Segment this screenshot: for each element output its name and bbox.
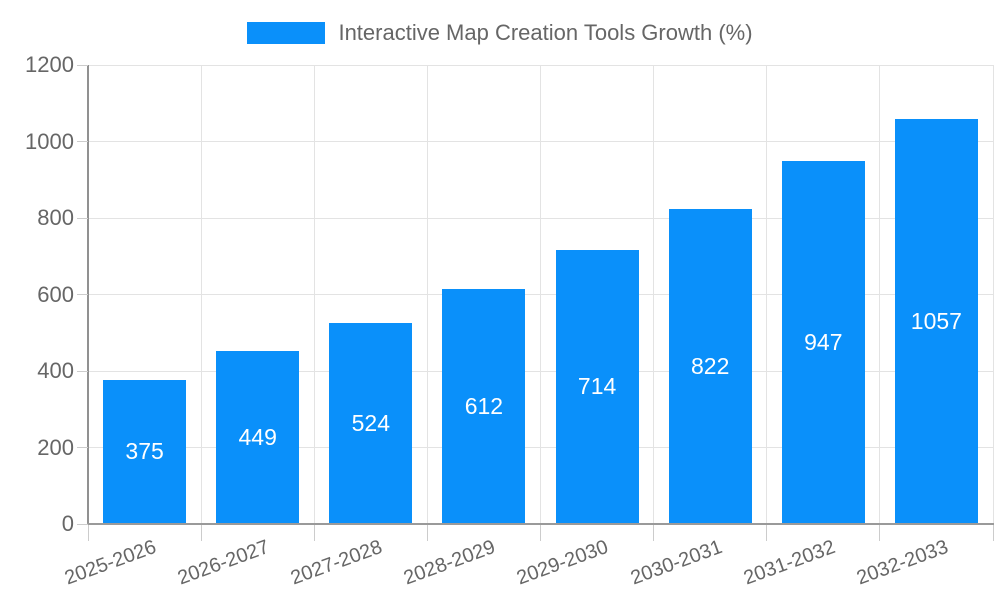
x-gridline bbox=[426, 65, 428, 524]
bar: 449 bbox=[216, 351, 300, 523]
x-gridline bbox=[313, 65, 315, 524]
x-axis-tick bbox=[426, 525, 428, 541]
x-axis-tick-label: 2026-2027 bbox=[174, 536, 273, 590]
legend: Interactive Map Creation Tools Growth (%… bbox=[0, 20, 1000, 46]
bar-value-label: 612 bbox=[464, 392, 504, 419]
x-axis-tick-label: 2031-2032 bbox=[740, 536, 838, 590]
x-axis-line bbox=[87, 523, 994, 525]
bar-value-label: 1057 bbox=[910, 307, 962, 334]
y-axis-tick bbox=[77, 370, 88, 372]
x-gridline bbox=[540, 65, 541, 524]
bar-value-label: 449 bbox=[238, 423, 277, 450]
y-axis-tick-label: 400 bbox=[37, 358, 74, 383]
y-axis-tick bbox=[77, 447, 88, 448]
x-axis-tick-label: 2030-2031 bbox=[627, 536, 725, 590]
y-axis-tick-label: 1000 bbox=[25, 128, 74, 154]
x-axis-tick bbox=[540, 525, 541, 541]
x-axis-tick bbox=[87, 525, 89, 541]
bar-value-label: 714 bbox=[577, 373, 617, 399]
y-axis-tick-label: 600 bbox=[37, 281, 74, 307]
y-axis-tick bbox=[77, 217, 88, 219]
y-axis-tick-label: 0 bbox=[61, 511, 74, 536]
x-axis-tick bbox=[653, 525, 655, 541]
bar-value-label: 524 bbox=[351, 409, 390, 436]
x-axis-tick-label: 2027-2028 bbox=[287, 536, 386, 590]
bar: 822 bbox=[668, 209, 752, 523]
x-gridline bbox=[879, 65, 881, 524]
x-axis-tick-label: 2028-2029 bbox=[401, 536, 499, 590]
y-axis-tick bbox=[77, 294, 88, 295]
y-axis-tick-label: 800 bbox=[37, 205, 74, 230]
x-gridline bbox=[200, 65, 202, 524]
x-axis-tick bbox=[200, 525, 202, 541]
x-axis-tick bbox=[992, 525, 994, 541]
y-axis-tick bbox=[77, 64, 88, 66]
x-axis-tick-label: 2025-2026 bbox=[61, 536, 160, 590]
y-axis-tick bbox=[77, 141, 88, 142]
bar: 375 bbox=[103, 380, 187, 523]
legend-item[interactable]: Interactive Map Creation Tools Growth (%… bbox=[247, 20, 753, 46]
x-axis-tick-label: 2032-2033 bbox=[853, 536, 951, 590]
x-gridline bbox=[992, 65, 994, 524]
y-axis-tick-label: 1200 bbox=[25, 52, 74, 77]
y-axis-tick bbox=[77, 523, 88, 525]
legend-label: Interactive Map Creation Tools Growth (%… bbox=[338, 20, 753, 45]
x-axis-tick bbox=[766, 525, 768, 541]
bar-value-label: 822 bbox=[691, 352, 730, 379]
x-axis-tick bbox=[313, 525, 315, 541]
bar-value-label: 375 bbox=[125, 438, 164, 464]
bar-value-label: 947 bbox=[804, 328, 843, 355]
bar: 1057 bbox=[894, 119, 978, 523]
legend-swatch-icon bbox=[247, 22, 326, 44]
x-gridline bbox=[766, 65, 768, 524]
bar: 524 bbox=[329, 323, 413, 523]
y-axis-line bbox=[87, 65, 89, 524]
y-axis-tick-label: 200 bbox=[37, 434, 74, 460]
bar: 714 bbox=[555, 250, 639, 523]
bar: 612 bbox=[442, 289, 526, 523]
x-axis-tick bbox=[879, 525, 881, 541]
x-gridline bbox=[653, 65, 655, 524]
bar: 947 bbox=[781, 161, 865, 523]
x-axis-tick-label: 2029-2030 bbox=[514, 536, 612, 590]
